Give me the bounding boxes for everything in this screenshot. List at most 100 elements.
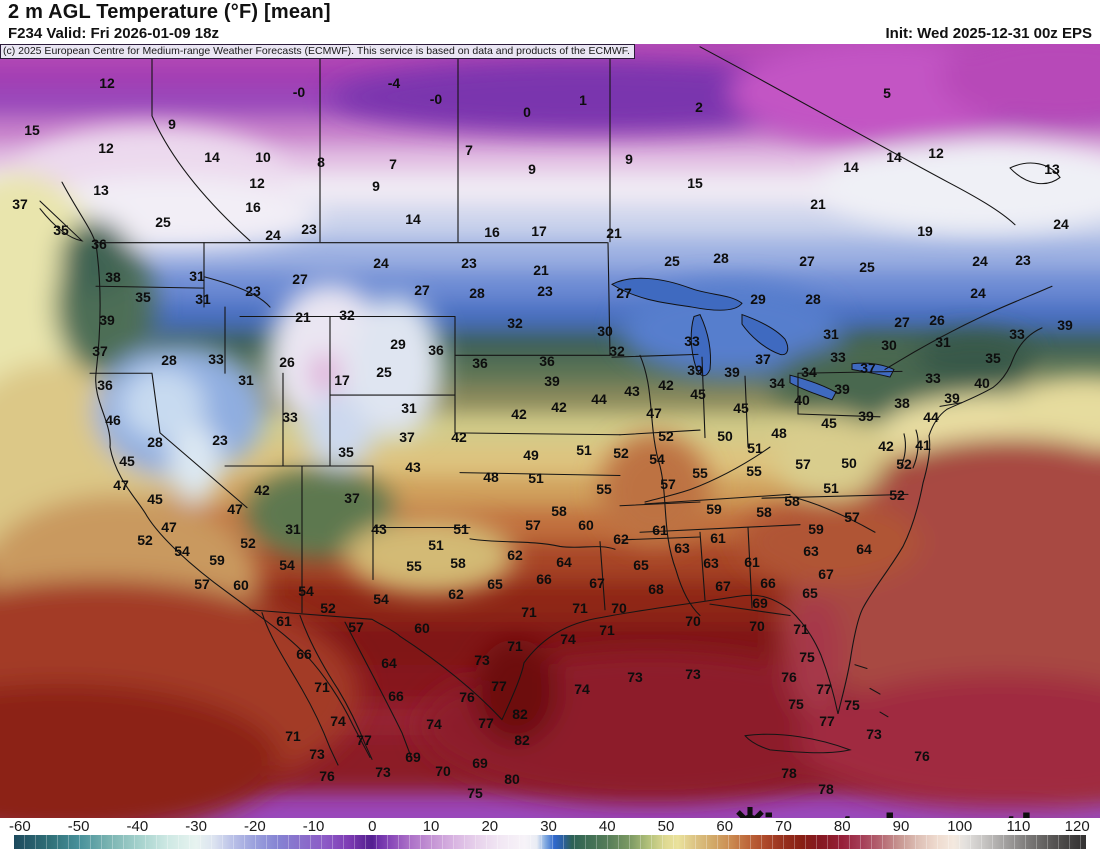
temp-value: 16 (245, 199, 261, 215)
temp-value: 71 (793, 621, 809, 637)
temp-value: 71 (314, 679, 330, 695)
temp-value: 71 (599, 622, 615, 638)
temp-value: 39 (858, 408, 874, 424)
temp-value: 76 (781, 669, 797, 685)
temp-value: 36 (97, 377, 113, 393)
temp-value: 9 (625, 151, 633, 167)
temp-value: 50 (841, 455, 857, 471)
temp-value: 61 (652, 522, 668, 538)
temp-value: 75 (467, 785, 483, 801)
temp-value: 70 (749, 618, 765, 634)
temp-value: 45 (821, 415, 837, 431)
temp-value: 42 (511, 406, 527, 422)
temp-value: 42 (551, 399, 567, 415)
temp-value: 58 (450, 555, 466, 571)
temp-value: 67 (589, 575, 605, 591)
temp-value: 29 (390, 336, 406, 352)
temp-value: 30 (597, 323, 613, 339)
colorbar-tick-label: 0 (368, 818, 377, 835)
temp-value: 13 (93, 182, 109, 198)
temp-value: 46 (105, 412, 121, 428)
colorbar-tick-label: 50 (657, 818, 675, 835)
temp-value: 43 (624, 383, 640, 399)
temp-value: 15 (24, 122, 40, 138)
temp-value: 37 (92, 343, 108, 359)
temp-value: 58 (756, 504, 772, 520)
temp-value: 70 (685, 613, 701, 629)
temp-value: 35 (53, 222, 69, 238)
temp-value: 57 (194, 576, 210, 592)
temp-value: 28 (147, 434, 163, 450)
colorbar-tick-label: -30 (185, 818, 207, 835)
temp-value: 82 (514, 732, 530, 748)
temp-value: 31 (401, 400, 417, 416)
temp-value: 75 (788, 696, 804, 712)
temp-value: 28 (805, 291, 821, 307)
header: 2 m AGL Temperature (°F) [mean] F234 Val… (0, 0, 1100, 44)
temp-value: 33 (925, 370, 941, 386)
temp-value: 32 (507, 315, 523, 331)
temp-value: 27 (616, 285, 632, 301)
temp-value: 74 (574, 681, 590, 697)
temp-value: 39 (687, 362, 703, 378)
temp-value: 28 (713, 250, 729, 266)
temp-value: 43 (371, 521, 387, 537)
temp-value: 33 (1009, 326, 1025, 342)
temp-value: 58 (551, 503, 567, 519)
temp-value: 75 (844, 697, 860, 713)
colorbar-tick-label: -20 (243, 818, 266, 835)
page-title: 2 m AGL Temperature (°F) [mean] (8, 1, 331, 23)
temp-value: 60 (578, 517, 594, 533)
temp-value: 52 (658, 428, 674, 444)
temp-value: 51 (528, 470, 544, 486)
temp-value: 33 (684, 333, 700, 349)
colorbar-tick-label: 70 (775, 818, 792, 835)
temp-value: 45 (733, 400, 749, 416)
temp-value: 2 (695, 99, 703, 115)
temp-value: 51 (453, 521, 469, 537)
temp-value: -0 (429, 91, 443, 107)
temp-value: 23 (537, 283, 553, 299)
temp-value: 57 (660, 476, 676, 492)
map-borders (39, 44, 1061, 766)
temp-value: 64 (856, 541, 872, 557)
temp-value: 69 (405, 749, 421, 765)
temp-value: 51 (823, 480, 839, 496)
temp-value: 16 (484, 224, 500, 240)
temp-value: 44 (923, 409, 939, 425)
temp-value: 71 (285, 728, 301, 744)
temp-value: 52 (240, 535, 256, 551)
temp-value: 80 (504, 771, 520, 787)
temp-value: 47 (227, 501, 243, 517)
temp-value: 14 (886, 149, 902, 165)
temperature-field (0, 44, 1100, 818)
temp-value: 0 (523, 104, 531, 120)
temp-value: 39 (834, 381, 850, 397)
temp-value: 37 (860, 360, 876, 376)
temp-value: 29 (750, 291, 766, 307)
map-canvas[interactable]: 12 -0 15 9 12 14 10 8 13 12 16 25 24 23 37 35 36 38 31 23 27… (0, 44, 1100, 818)
init-time-label: Init: Wed 2025-12-31 00z EPS (885, 25, 1092, 42)
temp-value: 27 (799, 253, 815, 269)
temp-value: 45 (690, 386, 706, 402)
temp-value: 77 (491, 678, 507, 694)
temp-value: 76 (319, 768, 335, 784)
temp-value: 77 (816, 681, 832, 697)
temp-value: 37 (399, 429, 415, 445)
temp-value: 52 (320, 600, 336, 616)
temp-value: 25 (155, 214, 171, 230)
temp-value: 74 (426, 716, 442, 732)
temp-value: 62 (448, 586, 464, 602)
temp-value: 71 (572, 600, 588, 616)
temp-value: 37 (755, 351, 771, 367)
temp-value: 12 (99, 75, 115, 91)
temp-value: 25 (376, 364, 392, 380)
temp-value: 42 (658, 377, 674, 393)
temp-value: 17 (531, 223, 547, 239)
temp-value: 39 (1057, 317, 1073, 333)
temp-value: 31 (189, 268, 205, 284)
temp-value: 7 (465, 142, 473, 158)
temp-value: 78 (781, 765, 797, 781)
temp-value: 69 (752, 595, 768, 611)
